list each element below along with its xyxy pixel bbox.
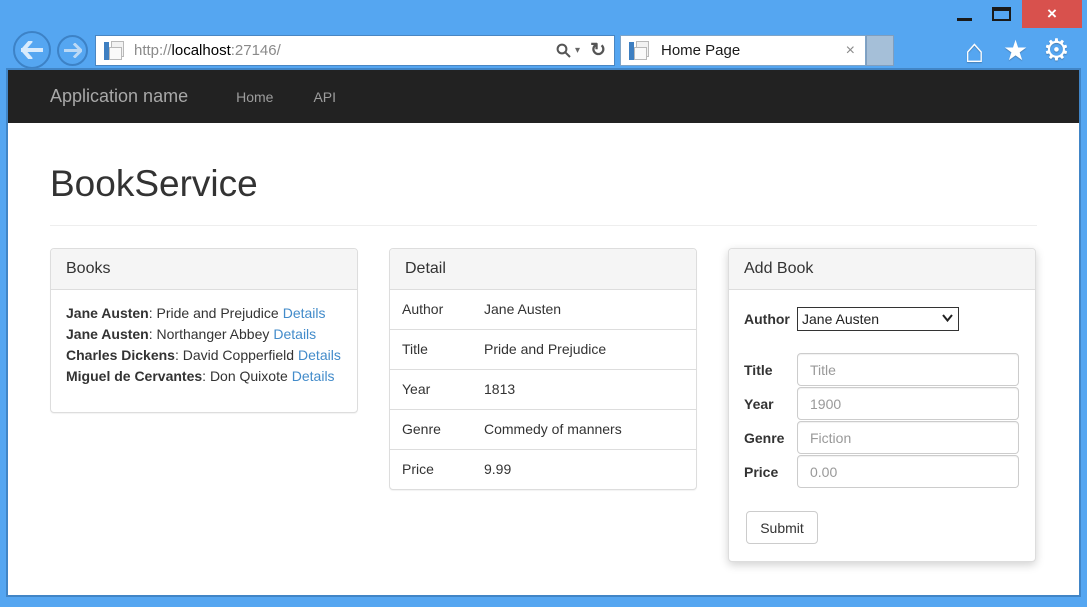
detail-panel-title: Detail [390, 249, 696, 290]
page-viewport: Application name Home API BookService Bo… [8, 70, 1079, 595]
forward-arrow-icon [63, 43, 82, 58]
book-list-item: Miguel de Cervantes: Don Quixote Details [66, 368, 335, 384]
table-row: Price 9.99 [390, 449, 696, 489]
price-field[interactable] [797, 455, 1019, 488]
title-bar[interactable]: × [0, 0, 1087, 28]
book-details-link[interactable]: Details [291, 368, 335, 384]
maximize-icon [992, 7, 1011, 21]
search-dropdown-icon[interactable]: ▾ [575, 45, 581, 56]
tab-close-icon[interactable]: × [845, 41, 855, 59]
detail-panel: Detail Author Jane Austen Title Pride and … [389, 248, 697, 490]
app-navbar: Application name Home API [8, 70, 1079, 123]
new-tab-button[interactable] [866, 35, 894, 66]
back-button[interactable] [13, 31, 51, 69]
url-text[interactable]: http://localhost:27146/ [134, 42, 281, 59]
page-icon [104, 40, 126, 61]
nav-item-home[interactable]: Home [236, 88, 274, 105]
detail-table: Author Jane Austen Title Pride and Prejudi… [390, 290, 696, 489]
search-icon[interactable] [556, 43, 571, 58]
book-details-link[interactable]: Details [298, 347, 341, 363]
forward-button[interactable] [57, 35, 88, 66]
navbar-brand[interactable]: Application name [50, 86, 189, 106]
divider [50, 225, 1037, 226]
tab-page-icon [629, 40, 651, 61]
book-list-item: Charles Dickens: David Copperfield Detail… [66, 347, 341, 363]
favorites-star-icon[interactable]: ★ [1002, 34, 1029, 66]
refresh-icon[interactable]: ↻ [590, 40, 606, 61]
submit-button[interactable]: Submit [746, 511, 818, 544]
genre-field[interactable] [797, 421, 1019, 454]
address-bar[interactable]: http://localhost:27146/ ▾ ↻ [95, 35, 615, 66]
author-select[interactable]: Jane Austen [797, 307, 959, 331]
add-book-panel: Add Book Author Jane Austen [728, 248, 1036, 562]
books-panel-title: Books [51, 249, 357, 290]
table-row: Author Jane Austen [402, 301, 562, 317]
add-book-panel-title: Add Book [729, 249, 1035, 290]
book-list-item: Jane Austen: Pride and Prejudice Details [66, 305, 326, 321]
maximize-button[interactable] [982, 0, 1022, 28]
browser-tab[interactable]: Home Page × [620, 35, 866, 66]
page-title: BookService [50, 163, 258, 204]
table-row: Year 1813 [390, 369, 696, 410]
book-details-link[interactable]: Details [282, 305, 326, 321]
title-field[interactable] [797, 353, 1019, 386]
close-button[interactable]: × [1022, 0, 1082, 28]
author-label: Author [744, 311, 790, 327]
tab-title: Home Page [661, 42, 741, 59]
title-label: Title [744, 361, 773, 378]
table-row: Genre Commedy of manners [390, 409, 696, 450]
minimize-icon [957, 18, 972, 21]
browser-chrome: http://localhost:27146/ ▾ ↻ Home Page × … [0, 0, 1087, 70]
book-details-link[interactable]: Details [273, 326, 317, 342]
back-arrow-icon [21, 41, 43, 59]
table-row: Title Pride and Prejudice [390, 329, 696, 370]
close-icon: × [1047, 4, 1057, 23]
year-label: Year [744, 395, 774, 412]
year-field[interactable] [797, 387, 1019, 420]
home-icon[interactable]: ⌂ [964, 31, 985, 69]
nav-item-api[interactable]: API [313, 88, 337, 105]
book-list-item: Jane Austen: Northanger Abbey Details [66, 326, 317, 342]
settings-gear-icon[interactable]: ⚙ [1043, 33, 1070, 67]
price-label: Price [744, 463, 779, 480]
books-panel: Books Jane Austen: Pride and Prejudice De… [50, 248, 358, 413]
genre-label: Genre [744, 429, 785, 446]
minimize-button[interactable] [948, 0, 982, 28]
